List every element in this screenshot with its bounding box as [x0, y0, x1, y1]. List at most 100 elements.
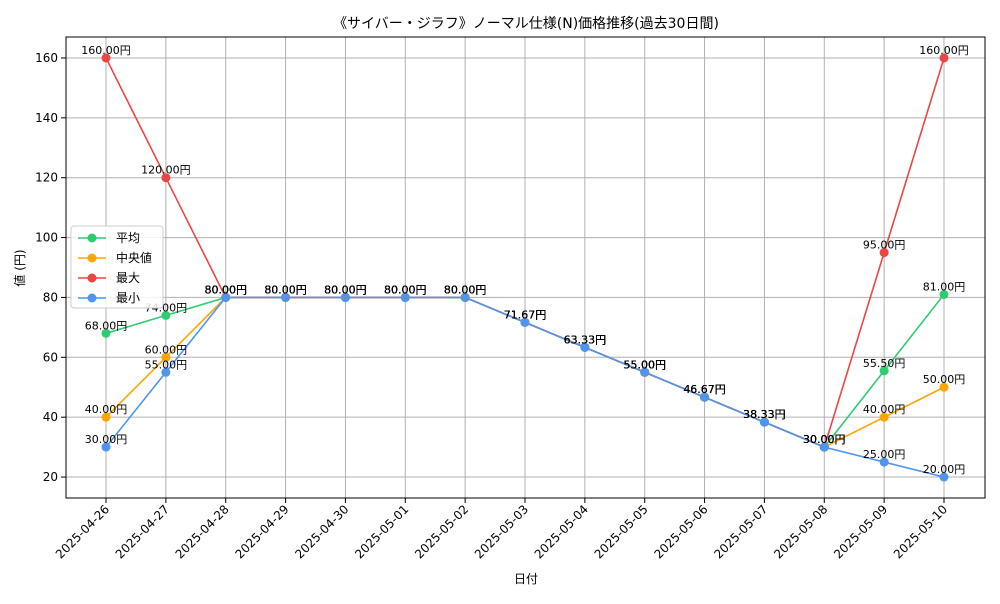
- data-label: 80.00円: [384, 283, 427, 296]
- data-label: 46.67円: [683, 383, 726, 396]
- x-tick-label: 2025-04-29: [232, 502, 291, 561]
- legend-swatch-marker: [87, 273, 97, 283]
- data-label: 80.00円: [264, 283, 307, 296]
- data-point: [879, 248, 889, 258]
- data-point: [101, 53, 111, 63]
- data-point: [879, 412, 889, 422]
- x-tick-label: 2025-05-10: [891, 502, 950, 561]
- x-tick-label: 2025-05-05: [592, 502, 651, 561]
- data-label: 40.00円: [85, 403, 128, 416]
- data-label: 71.67円: [504, 308, 547, 321]
- legend-item: 最大: [78, 271, 140, 285]
- legend-label: 最小: [116, 291, 140, 305]
- data-label: 30.00円: [803, 433, 846, 446]
- x-tick-label: 2025-04-30: [292, 502, 351, 561]
- data-point: [640, 367, 650, 377]
- y-axis: 20 40 60 80 100 120 140 160: [35, 51, 66, 484]
- data-label: 120.00円: [141, 164, 191, 177]
- data-label: 80.00円: [204, 283, 247, 296]
- data-label: 80.00円: [204, 283, 247, 296]
- x-axis-label: 日付: [514, 572, 538, 586]
- data-label: 55.50円: [863, 357, 906, 370]
- x-tick-label: 2025-05-04: [532, 502, 591, 561]
- data-label: 25.00円: [863, 448, 906, 461]
- x-tick-label: 2025-05-09: [831, 502, 890, 561]
- data-point: [819, 442, 829, 452]
- data-point: [400, 292, 410, 302]
- data-point: [879, 457, 889, 467]
- data-label: 38.33円: [743, 408, 786, 421]
- data-label: 80.00円: [444, 283, 487, 296]
- y-tick-label: 80: [43, 290, 58, 304]
- y-tick-label: 40: [43, 410, 58, 424]
- y-tick-label: 160: [35, 51, 58, 65]
- x-tick-label: 2025-05-07: [711, 502, 770, 561]
- data-label: 63.33円: [564, 333, 607, 346]
- data-point: [460, 292, 470, 302]
- data-point: [161, 352, 171, 362]
- data-label: 55.00円: [145, 358, 188, 371]
- data-point: [101, 412, 111, 422]
- data-label: 80.00円: [204, 283, 247, 296]
- data-label: 80.00円: [324, 283, 367, 296]
- y-tick-label: 60: [43, 350, 58, 364]
- data-label: 71.67円: [504, 308, 547, 321]
- data-label: 60.00円: [145, 343, 188, 356]
- legend-label: 中央値: [116, 250, 152, 265]
- data-label: 80.00円: [444, 283, 487, 296]
- data-point: [161, 173, 171, 183]
- data-point: [161, 367, 171, 377]
- y-tick-label: 120: [35, 171, 58, 185]
- chart-title: 《サイバー・ジラフ》ノーマル仕様(N)価格推移(過去30日間): [333, 16, 719, 32]
- data-point: [580, 342, 590, 352]
- y-tick-label: 100: [35, 231, 58, 245]
- data-label: 50.00円: [923, 373, 966, 386]
- data-point: [939, 382, 949, 392]
- legend-swatch-marker: [87, 293, 97, 303]
- data-point: [101, 442, 111, 452]
- data-label: 71.67円: [504, 308, 547, 321]
- data-point: [520, 317, 530, 327]
- series-4: [101, 292, 949, 482]
- data-label: 38.33円: [743, 408, 786, 421]
- grid: [66, 37, 985, 498]
- data-point: [221, 292, 231, 302]
- x-tick-label: 2025-05-03: [472, 502, 531, 561]
- data-label: 80.00円: [264, 283, 307, 296]
- data-label: 80.00円: [324, 283, 367, 296]
- data-point: [340, 292, 350, 302]
- legend-item: 最小: [78, 291, 140, 305]
- data-label: 160.00円: [81, 44, 131, 57]
- x-tick-label: 2025-05-01: [352, 502, 411, 561]
- data-label: 80.00円: [384, 283, 427, 296]
- data-label: 30.00円: [803, 433, 846, 446]
- data-label: 30.00円: [85, 433, 128, 446]
- data-label: 80.00円: [444, 283, 487, 296]
- legend-item: 中央値: [78, 250, 152, 265]
- data-point: [939, 289, 949, 299]
- data-label: 80.00円: [444, 283, 487, 296]
- data-point: [759, 417, 769, 427]
- data-label: 81.00円: [923, 280, 966, 293]
- data-label: 80.00円: [264, 283, 307, 296]
- data-label: 80.00円: [384, 283, 427, 296]
- data-label: 80.00円: [264, 283, 307, 296]
- y-tick-label: 140: [35, 111, 58, 125]
- x-tick-label: 2025-05-08: [771, 502, 830, 561]
- legend-swatch-marker: [87, 233, 97, 243]
- data-label: 46.67円: [683, 383, 726, 396]
- x-tick-label: 2025-04-26: [53, 502, 112, 561]
- data-label: 80.00円: [324, 283, 367, 296]
- x-tick-label: 2025-05-02: [412, 502, 471, 561]
- data-label: 55.00円: [623, 358, 666, 371]
- data-label: 63.33円: [564, 333, 607, 346]
- data-label: 20.00円: [923, 463, 966, 476]
- data-label: 55.00円: [623, 358, 666, 371]
- data-point: [939, 472, 949, 482]
- data-point: [101, 328, 111, 338]
- data-label: 55.00円: [623, 358, 666, 371]
